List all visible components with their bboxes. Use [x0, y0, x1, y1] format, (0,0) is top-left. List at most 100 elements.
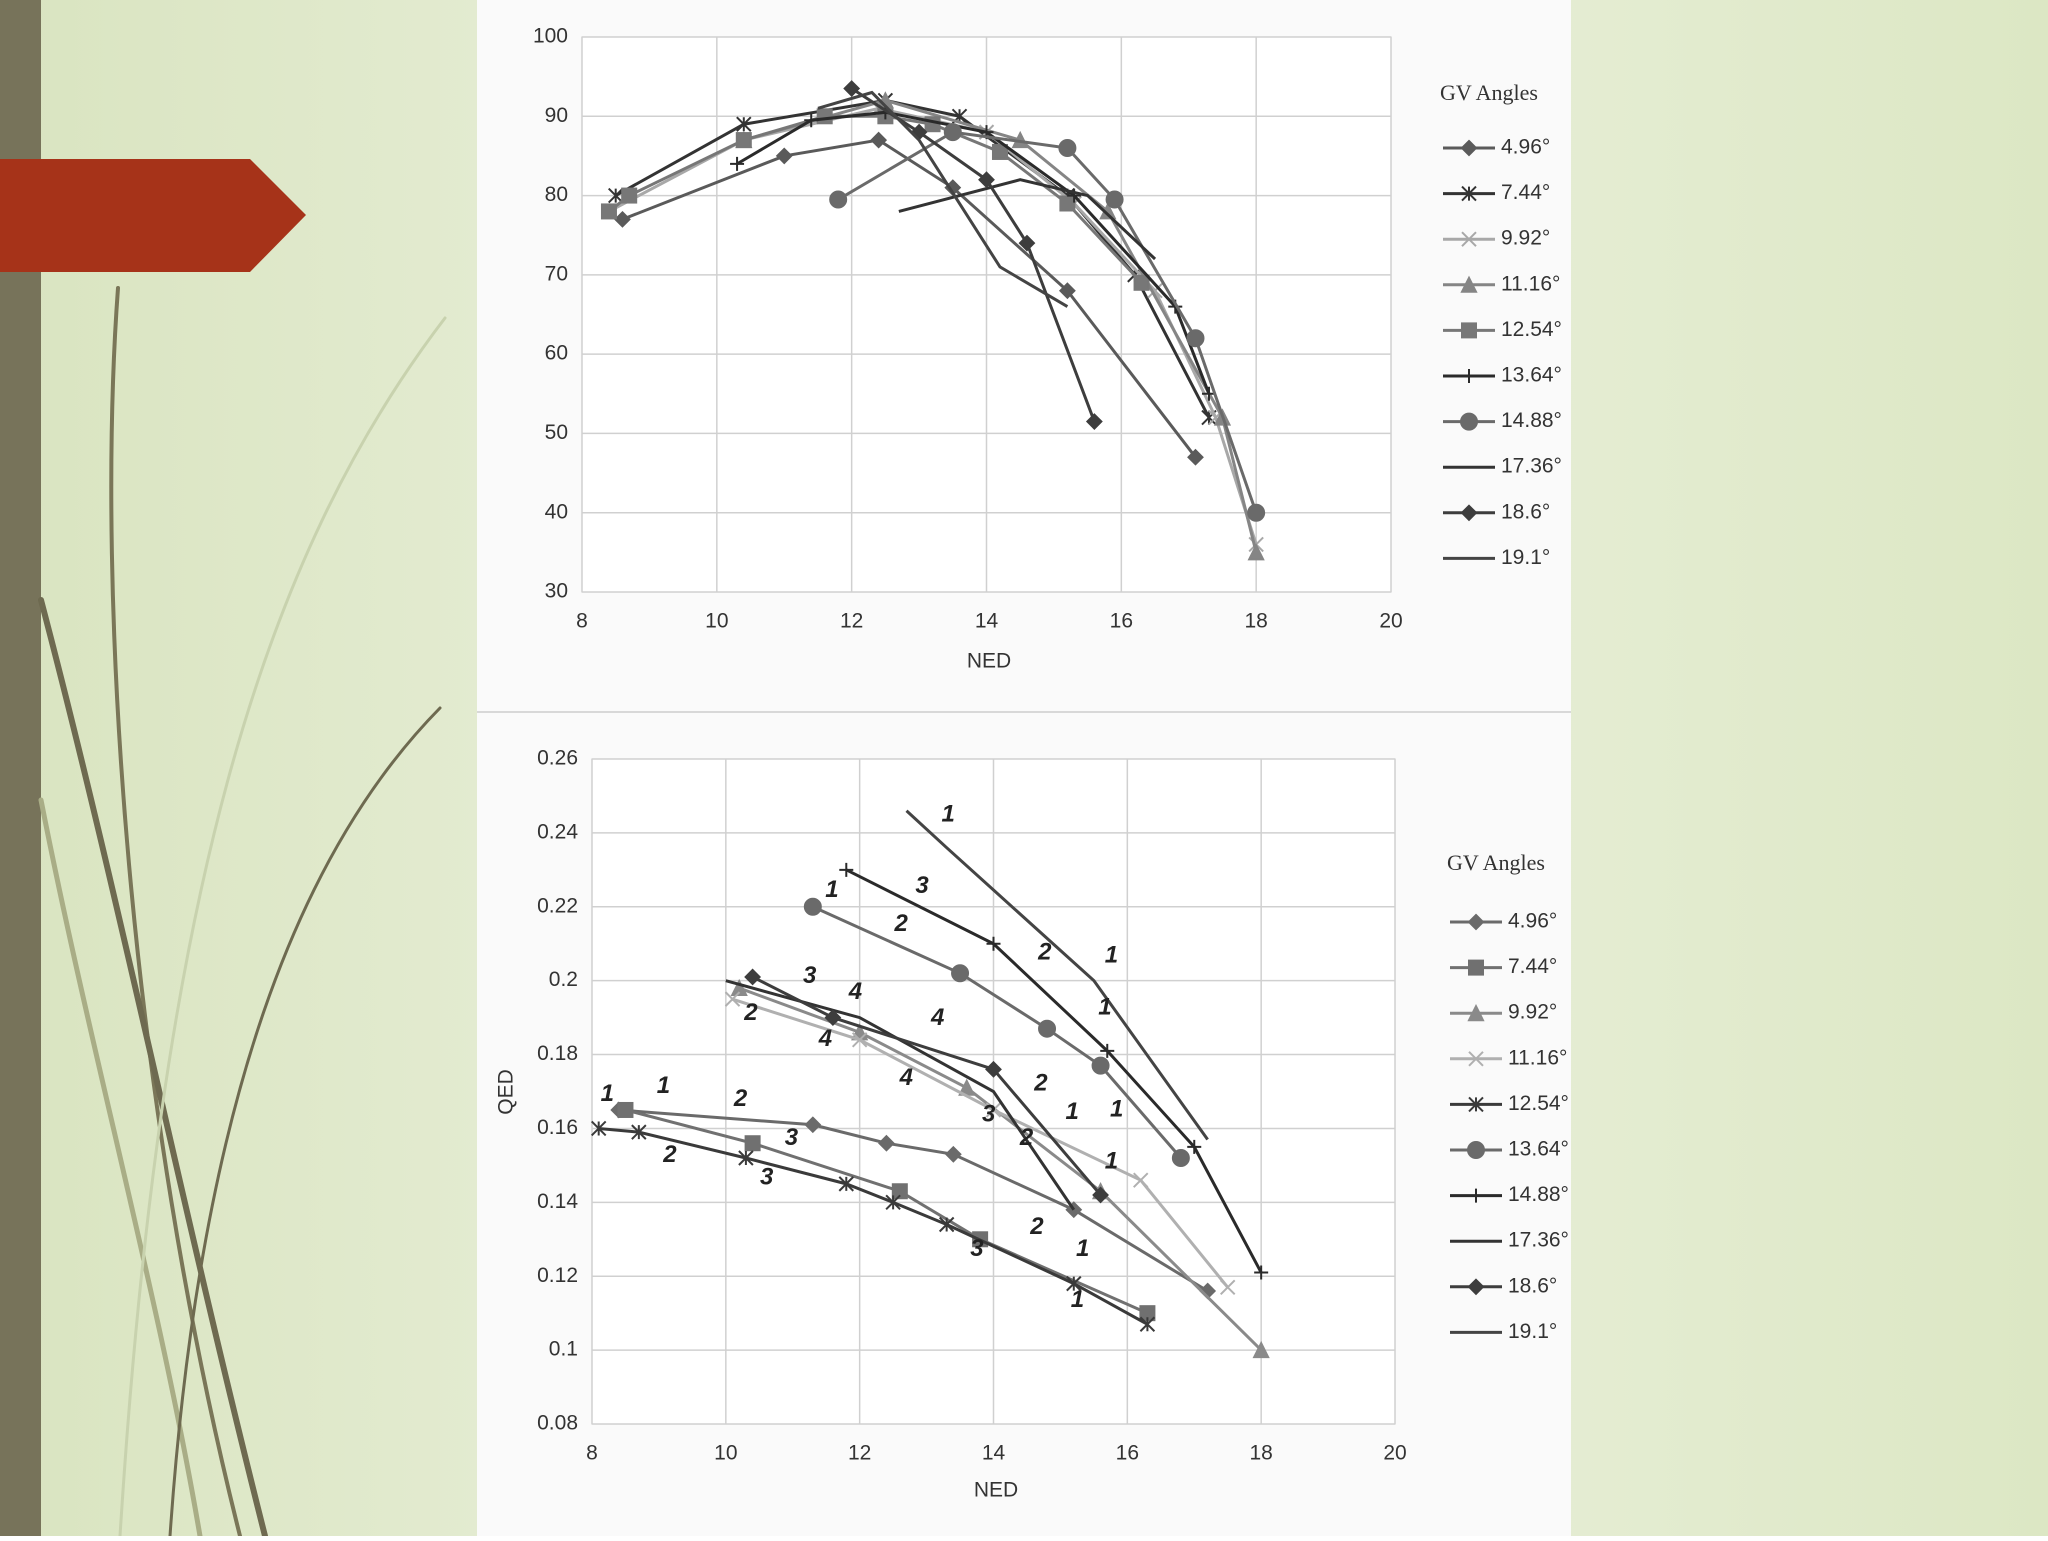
y-tick-label: 0.1: [549, 1338, 578, 1361]
y-tick-label: 100: [533, 25, 568, 48]
contour-label: 1: [941, 800, 954, 827]
marker: [1460, 275, 1478, 293]
contour-label: 1: [601, 1080, 614, 1107]
legend-label: 12.54°: [1508, 1092, 1569, 1115]
x-tick-label: 14: [982, 1442, 1006, 1465]
contour-label: 2: [1037, 939, 1052, 966]
series-line: [817, 90, 1069, 308]
legend-label: 9.92°: [1508, 1001, 1557, 1024]
marker: [951, 964, 970, 983]
y-tick-label: 0.14: [537, 1190, 578, 1213]
marker: [1186, 329, 1205, 348]
marker: [730, 156, 745, 171]
marker: [1247, 503, 1266, 522]
legend-label: 11.16°: [1501, 272, 1560, 295]
marker: [1461, 322, 1477, 339]
marker: [824, 1009, 842, 1027]
series-line: [751, 975, 1102, 1196]
contour-label: 4: [848, 978, 862, 1005]
series-line: [898, 178, 1157, 261]
contour-label: 2: [1029, 1213, 1044, 1240]
marker: [738, 1150, 754, 1166]
legend-label: 14.88°: [1508, 1183, 1569, 1206]
marker: [938, 1216, 955, 1233]
marker: [1105, 190, 1124, 209]
marker: [744, 1135, 761, 1152]
y-tick-label: 0.12: [537, 1264, 578, 1287]
marker: [1133, 274, 1150, 291]
marker: [944, 1145, 962, 1163]
y-tick-label: 0.22: [537, 894, 578, 917]
marker: [986, 936, 1001, 951]
x-tick-label: 12: [848, 1442, 871, 1465]
legend-title: GV Angles: [1447, 850, 1545, 875]
contour-label: 2: [733, 1085, 748, 1112]
x-tick-label: 12: [840, 610, 863, 633]
y-tick-label: 70: [545, 262, 568, 285]
marker: [978, 171, 995, 189]
marker: [1171, 1149, 1190, 1167]
marker: [1467, 1141, 1485, 1159]
series-line: [618, 1108, 1209, 1293]
marker: [1468, 1096, 1484, 1113]
marker: [1460, 412, 1478, 431]
marker: [1038, 1019, 1057, 1038]
marker: [1187, 1139, 1202, 1154]
contour-label: 1: [1098, 994, 1111, 1021]
contour-label: 3: [970, 1235, 984, 1262]
x-tick-label: 16: [1116, 1442, 1139, 1465]
contour-label: 1: [1105, 1148, 1118, 1175]
y-tick-label: 80: [545, 183, 568, 206]
marker: [829, 190, 848, 209]
contour-label: 1: [825, 876, 838, 903]
marker: [608, 187, 624, 204]
marker: [878, 1134, 895, 1152]
marker: [839, 862, 854, 877]
series-line: [905, 809, 1209, 1141]
contour-label: 2: [1019, 1124, 1034, 1151]
y-tick-label: 0.16: [537, 1116, 578, 1139]
marker: [851, 1032, 868, 1048]
marker: [1187, 448, 1204, 466]
marker: [1462, 369, 1476, 383]
arrow-shape: [0, 159, 306, 272]
legend-label: 13.64°: [1508, 1138, 1569, 1161]
marker: [736, 116, 752, 132]
x-tick-label: 10: [714, 1442, 737, 1465]
marker: [838, 1176, 854, 1192]
contour-label: 2: [743, 999, 758, 1026]
decor-curves: [38, 286, 447, 1539]
y-tick-label: 0.18: [537, 1042, 578, 1065]
marker: [1018, 234, 1036, 252]
marker: [617, 1101, 634, 1118]
marker: [724, 991, 741, 1007]
marker: [1133, 1172, 1149, 1188]
marker: [804, 1116, 822, 1134]
y-tick-label: 0.2: [549, 968, 578, 991]
legend-title: GV Angles: [1440, 80, 1538, 105]
marker: [1468, 1051, 1484, 1067]
contour-label: 1: [1076, 1235, 1089, 1262]
series-line: [725, 979, 1076, 1211]
marker: [1254, 1265, 1269, 1280]
marker: [775, 147, 793, 165]
marker: [991, 143, 1008, 160]
marker: [600, 203, 617, 220]
legend-label: 14.88°: [1501, 409, 1562, 432]
contour-label: 3: [982, 1101, 996, 1128]
contour-label: 1: [1066, 1098, 1079, 1125]
series-line: [598, 1126, 1149, 1326]
contour-label: 1: [1105, 941, 1118, 968]
contour-label: 3: [803, 962, 817, 989]
x-axis-label: NED: [974, 1479, 1018, 1502]
legend-label: 13.64°: [1501, 364, 1562, 387]
y-tick-label: 40: [545, 500, 568, 523]
marker: [730, 978, 748, 997]
marker: [985, 1102, 1002, 1118]
contour-label: 3: [760, 1163, 774, 1190]
marker: [1461, 185, 1477, 202]
contour-label: 2: [1033, 1069, 1048, 1096]
contour-label: 2: [893, 910, 908, 937]
marker: [1468, 959, 1484, 976]
